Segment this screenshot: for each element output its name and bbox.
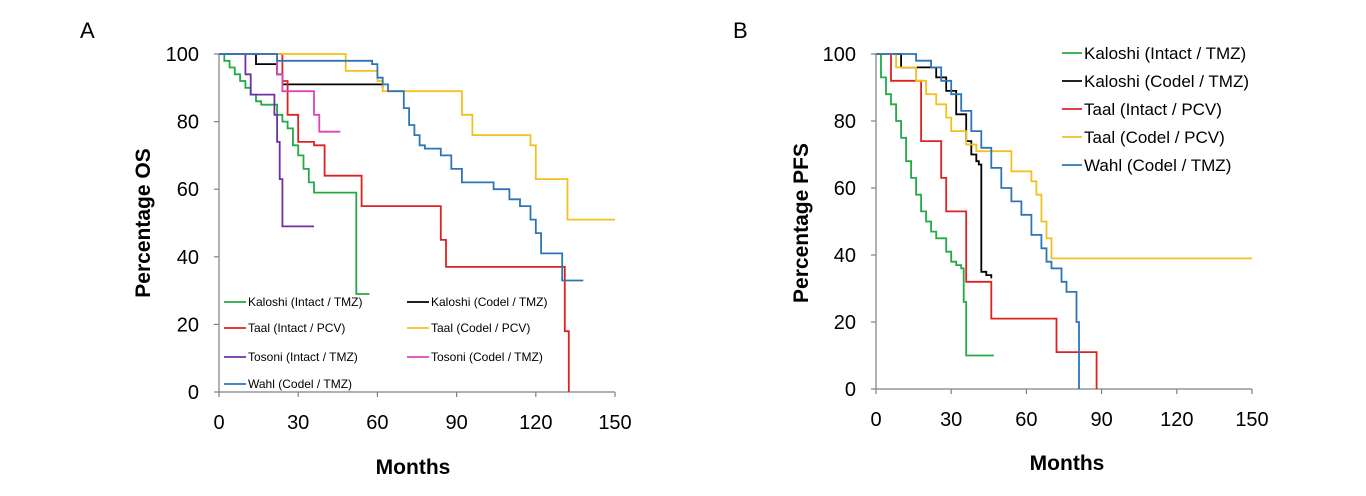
legend-entry: Tosoni (Intact / TMZ) xyxy=(248,350,358,364)
x-tick-label: 150 xyxy=(1235,409,1268,431)
x-tick-label: 60 xyxy=(1015,409,1037,431)
legend-entry: Kaloshi (Intact / TMZ) xyxy=(248,295,362,309)
y-tick-label: 60 xyxy=(177,179,199,201)
legend: Kaloshi (Intact / TMZ) Kaloshi (Codel / T… xyxy=(224,295,547,391)
legend-entry: Taal (Intact / PCV) xyxy=(248,321,345,335)
y-tick-label: 20 xyxy=(834,312,856,334)
series-line-4 xyxy=(219,53,615,221)
x-tick-label: 120 xyxy=(1160,409,1193,431)
x-tick-label: 90 xyxy=(445,412,467,434)
y-tick-label: 100 xyxy=(166,44,199,66)
x-axis-title: Months xyxy=(376,456,451,479)
y-tick-label: 80 xyxy=(834,111,856,133)
x-tick-label: 30 xyxy=(287,412,309,434)
x-tick-label: 90 xyxy=(1090,409,1112,431)
legend-entry: Wahl (Codel / TMZ) xyxy=(1084,156,1231,175)
legend-entry: Kaloshi (Codel / TMZ) xyxy=(1084,72,1249,91)
x-tick-label: 0 xyxy=(213,412,224,434)
legend-entry: Tosoni (Codel / TMZ) xyxy=(431,350,543,364)
legend-entry: Taal (Intact / PCV) xyxy=(1084,100,1222,119)
y-tick-label: 100 xyxy=(823,44,856,66)
x-tick-label: 120 xyxy=(519,412,552,434)
x-tick-label: 30 xyxy=(940,409,962,431)
series-line-7 xyxy=(219,53,584,282)
panel-label: B xyxy=(733,18,748,43)
legend-entry: Taal (Codel / PCV) xyxy=(1084,128,1225,147)
chart-panel-b: B 0 20 40 60 80 100 0 30 60 90 120 150 Months Percenta… xyxy=(733,18,1269,475)
legend: Kaloshi (Intact / TMZ) Kaloshi (Codel / T… xyxy=(1062,44,1249,175)
y-tick-label: 0 xyxy=(845,379,856,401)
x-tick-label: 60 xyxy=(366,412,388,434)
y-axis-title: Percentage OS xyxy=(132,148,155,297)
x-axis-title: Months xyxy=(1030,452,1105,475)
chart-panel-a: A 0 20 40 60 80 100 0 30 60 90 120 150 Months Percenta… xyxy=(80,18,632,479)
y-tick-label: 0 xyxy=(188,382,199,404)
series-line-5 xyxy=(876,53,1080,389)
y-tick-label: 60 xyxy=(834,178,856,200)
x-tick-label: 150 xyxy=(598,412,631,434)
series-line-1 xyxy=(876,53,994,357)
legend-entry: Kaloshi (Intact / TMZ) xyxy=(1084,44,1246,63)
legend-entry: Kaloshi (Codel / TMZ) xyxy=(431,295,547,309)
y-tick-label: 40 xyxy=(177,247,199,269)
y-axis-title: Percentage PFS xyxy=(790,143,813,303)
legend-entry: Wahl (Codel / TMZ) xyxy=(248,377,352,391)
panel-label: A xyxy=(80,18,95,43)
series-line-4 xyxy=(876,53,1252,260)
legend-entry: Taal (Codel / PCV) xyxy=(431,321,530,335)
y-tick-label: 80 xyxy=(177,112,199,134)
series-line-6 xyxy=(219,53,341,133)
y-tick-label: 40 xyxy=(834,245,856,267)
series-line-5 xyxy=(219,53,314,228)
y-tick-label: 20 xyxy=(177,314,199,336)
x-tick-label: 0 xyxy=(870,409,881,431)
series-line-1 xyxy=(219,53,370,295)
series-line-2 xyxy=(876,53,993,279)
series-line-3 xyxy=(876,53,1098,389)
